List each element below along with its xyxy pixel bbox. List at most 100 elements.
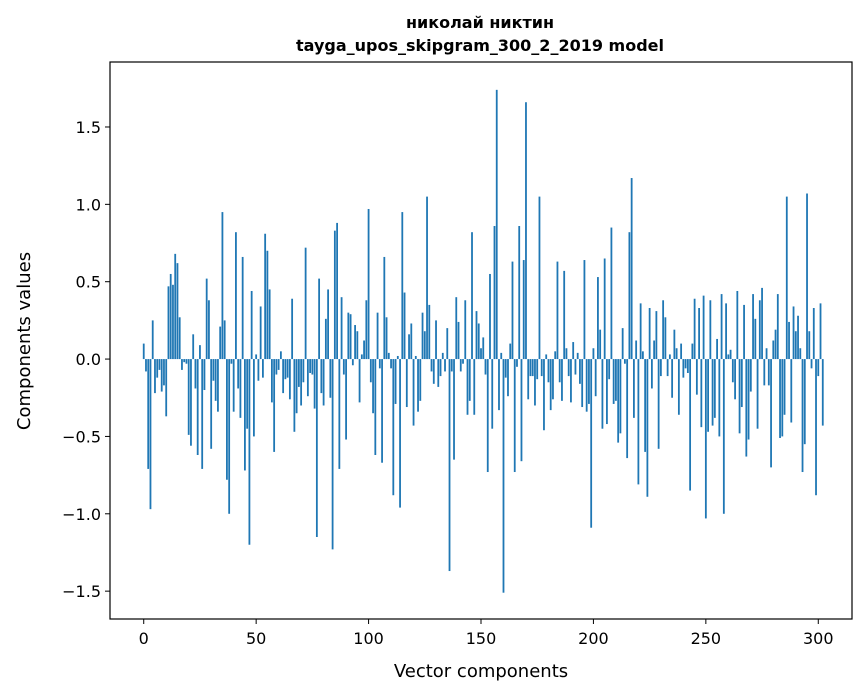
bar [302, 359, 305, 383]
bar [331, 359, 334, 550]
bar [477, 323, 480, 360]
bar [210, 359, 213, 449]
bar [466, 359, 469, 415]
bar [763, 359, 766, 386]
bar [707, 359, 709, 432]
bar [536, 359, 539, 380]
bar [367, 208, 370, 360]
bar [588, 359, 590, 404]
bar [590, 359, 593, 528]
bars-group [142, 89, 824, 593]
bar [624, 359, 626, 364]
bar [401, 212, 404, 360]
bar [621, 328, 624, 360]
bar [264, 233, 267, 360]
bar [356, 331, 359, 360]
bar [821, 359, 824, 426]
bar [727, 354, 730, 360]
bar [747, 359, 750, 440]
bar [396, 355, 399, 360]
bar [677, 359, 680, 415]
bar [538, 196, 541, 360]
bar [527, 359, 530, 400]
bar [745, 359, 748, 457]
bar [435, 320, 437, 360]
bar [765, 348, 768, 360]
bar [174, 253, 177, 360]
bar [482, 337, 485, 360]
bar [779, 359, 781, 438]
bar [374, 359, 377, 455]
bar [489, 273, 491, 360]
bar [448, 359, 451, 572]
bar [268, 289, 271, 360]
bar [565, 348, 568, 360]
bar [464, 300, 467, 360]
bar [549, 359, 552, 411]
bar [183, 359, 186, 363]
bar [545, 354, 548, 360]
bar [151, 320, 154, 360]
bar [518, 226, 521, 360]
bar [684, 359, 687, 369]
bar [369, 359, 372, 383]
bar [646, 359, 649, 497]
bar [158, 359, 161, 370]
bar [608, 359, 611, 380]
bar [686, 359, 689, 373]
bar [655, 311, 658, 360]
bar [250, 290, 253, 360]
bar [453, 359, 455, 460]
bar [711, 359, 714, 426]
bar [253, 359, 255, 437]
bar [239, 359, 242, 418]
bar [387, 352, 390, 360]
bar [810, 359, 813, 369]
bar [758, 300, 761, 360]
bar [419, 359, 422, 401]
bar [286, 359, 289, 378]
bar [142, 343, 145, 360]
bar [790, 359, 793, 423]
bar [725, 303, 727, 360]
bar [597, 277, 599, 360]
bar [704, 359, 707, 519]
bar [320, 359, 323, 394]
bar [554, 351, 557, 360]
bar [734, 359, 736, 400]
bar [794, 331, 797, 360]
bar [603, 258, 606, 360]
x-tick-label: 150 [466, 629, 497, 648]
bar [716, 338, 718, 360]
bar [410, 323, 413, 360]
bar [405, 359, 408, 408]
y-axis-label: Components values [14, 252, 35, 430]
bar [509, 343, 512, 360]
bar [797, 315, 799, 360]
bar [567, 359, 570, 377]
bar [147, 359, 150, 469]
bar [311, 359, 314, 375]
bar [306, 359, 309, 397]
bar [767, 359, 770, 386]
bar [498, 359, 500, 411]
bar [212, 359, 215, 381]
bar [322, 359, 325, 406]
bar [525, 102, 527, 360]
bar [610, 227, 613, 360]
y-tick-label: 0.5 [76, 273, 101, 292]
bar [432, 359, 435, 384]
bar [702, 295, 705, 360]
bar [486, 359, 489, 473]
bar [650, 359, 653, 389]
bar [277, 359, 280, 370]
bar [273, 359, 276, 452]
bar [556, 261, 559, 360]
bar [740, 359, 743, 408]
bar [772, 340, 775, 360]
bar [354, 325, 356, 360]
bar [495, 89, 498, 360]
bar [558, 359, 561, 383]
bar [428, 304, 431, 360]
bar [441, 352, 444, 360]
